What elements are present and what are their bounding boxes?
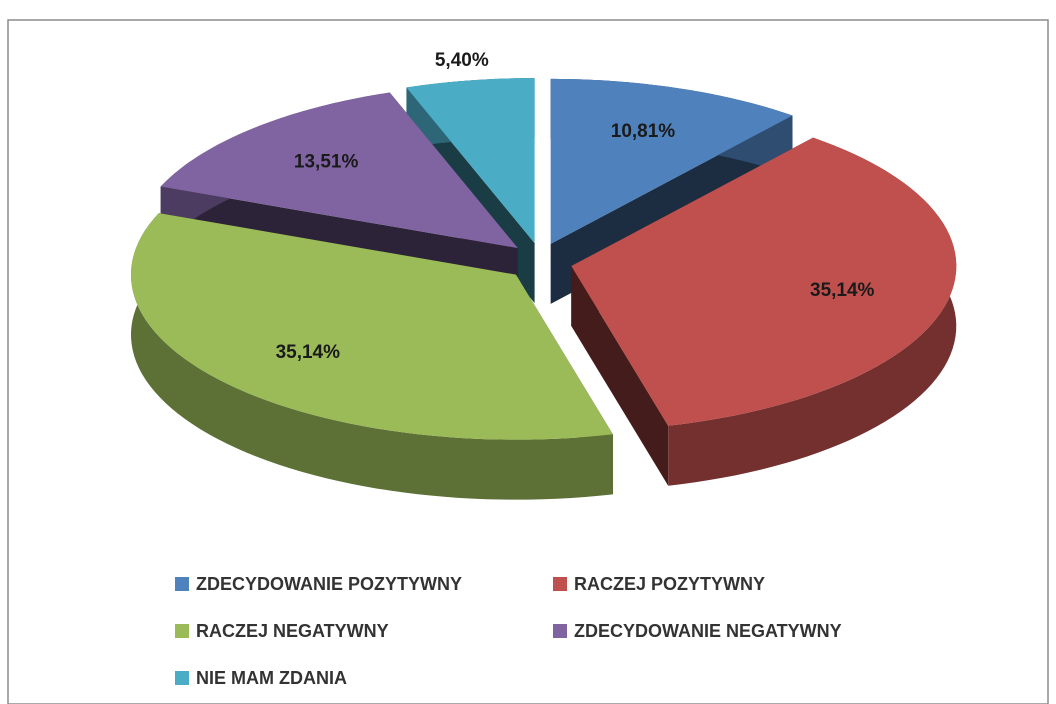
legend-swatch: [175, 577, 189, 591]
data-label: 13,51%: [294, 151, 359, 172]
slice: [406, 78, 535, 244]
slice-cut-face: [571, 266, 669, 486]
data-label: 35,14%: [276, 342, 341, 363]
legend-swatch: [175, 671, 189, 685]
data-label: 10,81%: [611, 121, 676, 142]
legend-swatch: [553, 624, 567, 638]
legend-label: ZDECYDOWANIE NEGATYWNY: [574, 621, 842, 641]
slice-side: [131, 213, 613, 500]
slice: [571, 137, 957, 426]
legend-swatch: [553, 577, 567, 591]
legend-label: RACZEJ NEGATYWNY: [196, 621, 389, 641]
slice: [131, 213, 613, 440]
slice-tops: [131, 78, 957, 440]
legend-swatch: [175, 624, 189, 638]
data-label: 35,14%: [810, 280, 875, 301]
slice: [160, 92, 518, 249]
legend-label: RACZEJ POZYTYWNY: [574, 574, 765, 594]
slice: [550, 78, 793, 244]
legend-label: NIE MAM ZDANIA: [196, 668, 347, 688]
data-label: 5,40%: [435, 50, 489, 71]
legend-label: ZDECYDOWANIE POZYTYWNY: [196, 574, 462, 594]
